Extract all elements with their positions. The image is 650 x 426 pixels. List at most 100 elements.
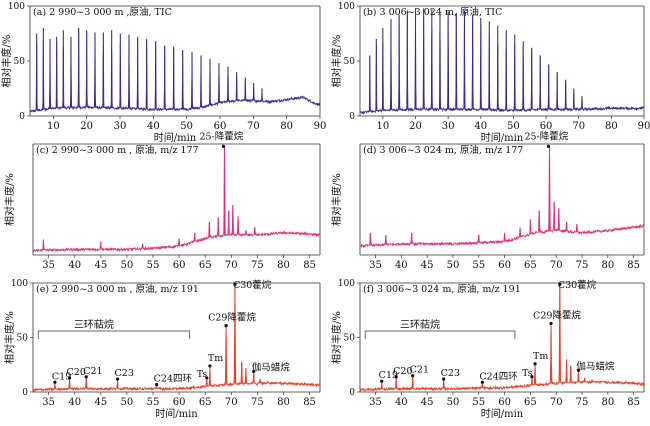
x-tick-label: 40 [474,121,487,132]
x-tick-label: 55 [472,260,485,271]
x-tick-label: 80 [280,121,293,132]
panel-title: (c) 2 990~3 000 m , 原油, m/z 177 [36,144,199,156]
x-tick-label: 40 [147,121,160,132]
annotation-dot [224,324,228,328]
x-tick-label: 35 [369,260,382,271]
x-tick-label: 45 [94,397,107,408]
peak-annotation: C21 [410,365,429,376]
y-tick-label: 0 [22,388,28,398]
y-tick-label: 100 [11,279,28,289]
x-tick-label: 80 [605,121,618,132]
x-tick-label: 90 [638,121,650,132]
peak-annotation: C23 [115,368,134,379]
chromatogram-trace [32,155,321,253]
x-tick-label: 35 [369,397,382,408]
peak-annotation: C24四环 [154,373,192,384]
x-tick-label: 80 [601,397,614,408]
x-tick-label: 75 [576,397,589,408]
panel-title: (e) 2 990~3 000 m , 原油, m/z 191 [36,283,199,295]
peak-annotation: C19 [379,370,398,381]
x-tick-label: 45 [421,397,434,408]
peak-annotation: Ts [522,368,533,379]
annotation-dot [546,144,551,148]
peak-annotation: 25-降藿烷 [199,130,243,142]
x-tick-label: 50 [121,260,134,271]
y-tick-label: 100 [338,2,355,12]
x-tick-label: 50 [507,121,520,132]
panel-title: (a) 2 990~3 000 m ,原油, TIC [33,6,172,18]
panel-e: 35 40 45 50 55 60 65 70 75 80 85 0 50 100 相对丰度/% 时间/min… [3,279,321,420]
peak-annotation: C23 [441,368,460,379]
x-tick-label: 50 [180,121,193,132]
x-tick-label: 85 [627,260,640,271]
x-tick-label: 60 [173,397,186,408]
y-axis-label: 相对丰度/% [330,173,343,226]
x-tick-label: 20 [409,121,422,132]
x-tick-label: 75 [251,260,264,271]
chromatogram-trace [359,154,645,249]
x-tick-label: 60 [498,397,511,408]
panel-title: (d) 3 006~3 024 m, 原油, m/z 177 [363,144,523,156]
peak-annotation: 伽马蜡烷 [576,360,615,372]
annotation-dot [530,375,534,379]
panel-b: 10 20 30 40 50 60 70 80 90 0 50 100 相对丰度/% 时间/min (b) … [330,2,650,144]
chromatogram-trace [359,288,645,393]
y-tick-label: 50 [344,334,356,344]
x-tick-label: 70 [550,397,563,408]
x-tick-label: 70 [225,260,238,271]
tricyclic-bracket [37,330,190,339]
x-tick-label: 80 [277,260,290,271]
x-tick-label: 90 [314,121,327,132]
annotation-dot [208,364,212,368]
x-tick-label: 70 [225,397,238,408]
chromatogram-trace [29,28,321,114]
peak-annotation: C30藿烷 [558,279,597,291]
annotation-dot [394,375,398,379]
x-tick-label: 50 [121,397,134,408]
panel-title: (b) 3 006~3 024 m, 原油, TIC [363,6,502,18]
x-tick-label: 75 [251,397,264,408]
annotation-dot [221,144,226,148]
x-tick-label: 20 [80,121,93,132]
annotation-dot [480,380,484,384]
x-tick-label: 70 [572,121,585,132]
x-tick-label: 65 [199,260,212,271]
panel-a: 10 20 30 40 50 60 70 80 90 0 50 100 相对丰度/% 时间/min (a) … [0,2,326,144]
annotation-dot [533,362,537,366]
peak-annotation: Tm [533,351,548,362]
peak-annotation: C21 [83,366,102,377]
x-axis-label: 时间/min [481,131,524,144]
annotation-dot [442,377,446,381]
x-tick-label: 10 [376,121,389,132]
annotation-dot [549,321,553,326]
x-tick-label: 60 [540,121,553,132]
tricyclic-bracket [364,330,516,339]
annotation-dot [115,377,120,381]
annotation-dot [53,380,57,384]
chromatogram-trace [32,288,321,393]
chromatogram-trace [359,10,645,115]
annotation-dot [67,376,72,380]
peak-annotation: C30藿烷 [233,279,272,291]
panel-f: 35 40 45 50 55 60 65 70 75 80 85 0 50 100 相对丰度/% 时间/min… [330,279,645,420]
x-tick-label: 10 [47,121,60,132]
annotation-dot [205,376,209,380]
y-tick-label: 0 [19,112,25,122]
x-axis-label: 时间/min [155,407,198,420]
x-axis-label: 时间/min [481,407,524,420]
x-tick-label: 85 [627,397,640,408]
bracket-label: 三环萜烷 [74,318,114,331]
peak-annotation: Tm [208,353,223,364]
x-tick-label: 30 [114,121,127,132]
panel-d: 35 40 45 50 55 60 65 70 75 80 85 相对丰度/% (d) 3 006~3 … [330,130,645,271]
y-tick-label: 50 [14,57,26,67]
y-tick-label: 0 [349,388,355,398]
x-tick-label: 75 [576,260,589,271]
annotation-dot [233,282,237,286]
x-tick-label: 60 [214,121,227,132]
annotation-dot [411,374,415,378]
y-axis-label: 相对丰度/% [3,311,16,364]
y-tick-label: 50 [17,334,29,344]
annotation-dot [84,375,88,379]
